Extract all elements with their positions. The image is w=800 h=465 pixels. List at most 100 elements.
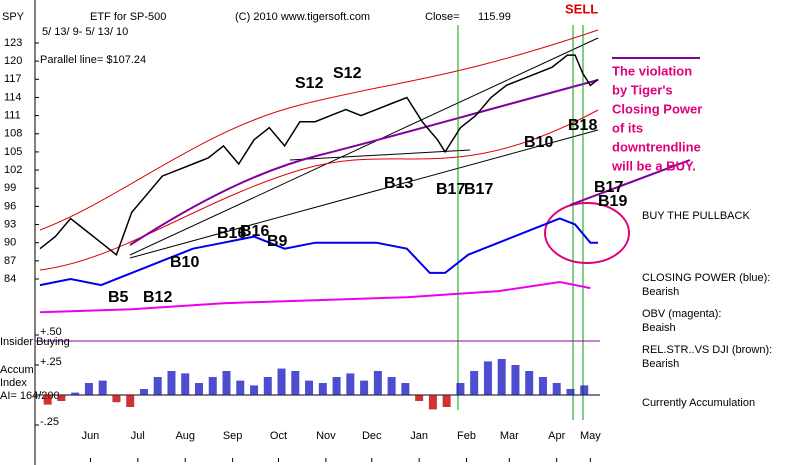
x-tick-label: Jun [82,430,100,442]
bar [442,395,451,407]
bar [167,371,176,395]
note-line: The violation [612,63,692,78]
y-tick-label: 96 [4,200,16,212]
bar [236,380,245,395]
side-text: REL.STR..VS DJI (brown): [642,344,772,356]
x-tick-label: Feb [457,430,476,442]
x-tick-label: Apr [548,430,565,442]
side-text: CLOSING POWER (blue): [642,272,770,284]
bar [71,392,80,395]
signal-label: B16 [217,225,246,242]
x-tick-label: Dec [362,430,382,442]
bar [181,373,190,395]
x-tick-label: Jan [410,430,428,442]
signal-label: B5 [108,289,129,306]
signal-label: B9 [267,233,288,250]
side-text: Currently Accumulation [642,397,755,409]
bar [428,395,437,410]
bar [318,383,327,395]
copyright: (C) 2010 www.tigersoft.com [235,11,370,23]
bar [305,380,314,395]
y-tick-label: 93 [4,218,16,230]
note-line: will be a BUY. [611,158,696,173]
bar [332,377,341,395]
y-tick-label: 102 [4,164,22,176]
accum-label: Accum [0,364,34,376]
series-line [39,54,599,257]
bar [208,377,217,395]
bar [511,365,520,395]
bar [415,395,424,401]
bar [346,373,355,395]
signal-label: S12 [333,65,362,82]
x-tick-label: Nov [316,430,336,442]
signal-label: B19 [598,193,627,210]
note-line: of its [612,120,643,135]
bar [250,385,259,395]
bar [277,368,286,395]
series-line [39,217,598,287]
bar [566,389,575,395]
decorations [35,25,700,420]
bar [112,395,121,403]
bar [538,377,547,395]
signal-label: B10 [524,134,553,151]
note-line: Closing Power [612,101,702,116]
y-tick-label: -.25 [40,416,59,428]
bar [153,377,162,395]
symbol: SPY [2,11,25,23]
bar [401,383,410,395]
bar [57,395,66,401]
bar [497,359,506,395]
x-tick-label: Oct [270,430,287,442]
x-tick-label: May [580,430,601,442]
sell: SELL [565,1,598,16]
bar [387,377,396,395]
y-tick-label: 84 [4,273,16,285]
x-tick-label: Jul [131,430,145,442]
y-tick-label: 105 [4,146,22,158]
x-tick-label: Mar [500,430,519,442]
title: ETF for SP-500 [90,11,166,23]
bar [126,395,135,407]
plot-bg [35,0,600,465]
y-tick-label: 111 [4,110,21,122]
signal-label: B12 [143,289,172,306]
bar [43,395,52,405]
insider-label: Insider Buying [0,336,70,348]
y-tick-label: 117 [4,73,22,85]
bar [470,371,479,395]
side-text: Bearish [642,358,679,370]
bar [291,371,300,395]
bar [483,361,492,395]
y-tick-label: 120 [4,55,22,67]
close-value: 115.99 [478,11,511,23]
bar [373,371,382,395]
bar [263,377,272,395]
parallel: Parallel line= $107.24 [40,54,146,66]
bar [525,371,534,395]
side-text: BUY THE PULLBACK [642,210,750,222]
bar [456,383,465,395]
signal-label: B18 [568,117,597,134]
y-tick-label: 114 [4,91,22,103]
series-line [39,280,591,314]
x-tick-label: Aug [175,430,195,442]
y-tick-label: 123 [4,37,22,49]
note-line: by Tiger's [612,82,673,97]
accum-label: Index [0,377,27,389]
bar [194,383,203,395]
side-text: Bearish [642,286,679,298]
note-line: downtrendline [612,139,701,154]
signal-label: B13 [384,175,413,192]
bar [552,383,561,395]
signal-label: B16 [240,223,269,240]
y-tick-label: 108 [4,128,22,140]
y-tick-label: 90 [4,237,16,249]
x-tick-label: Sep [223,430,243,442]
signal-label: B10 [170,254,199,271]
bar [98,380,107,395]
y-tick-label: 87 [4,255,16,267]
